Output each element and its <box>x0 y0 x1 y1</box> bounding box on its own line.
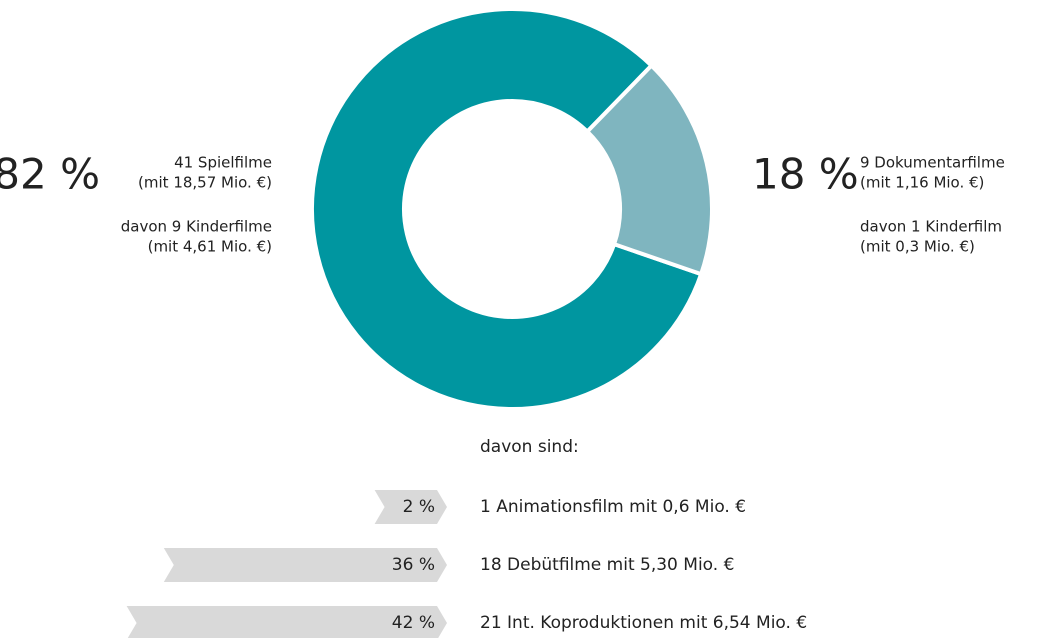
bar-chevron <box>126 606 447 638</box>
slice-sublabel: (mit 0,3 Mio. €) <box>860 238 975 256</box>
bar-value-label: 2 % <box>403 497 435 517</box>
bar-chevron <box>374 490 447 524</box>
percent-label: 18 % <box>752 150 859 199</box>
bar-chevron <box>163 548 448 582</box>
donut-slice <box>310 7 704 411</box>
slice-sublabel: (mit 4,61 Mio. €) <box>148 238 272 256</box>
slice-label: 41 Spielfilme <box>174 154 272 172</box>
slice-label: (mit 1,16 Mio. €) <box>860 174 984 192</box>
bar-category: 21 Int. Koproduktionen mit 6,54 Mio. € <box>480 613 807 633</box>
bar-value-label: 36 % <box>392 555 435 575</box>
section-title: davon sind: <box>480 437 579 457</box>
slice-sublabel: davon 9 Kinderfilme <box>121 218 272 236</box>
bar-value-label: 42 % <box>392 613 435 633</box>
slice-label: (mit 18,57 Mio. €) <box>138 174 272 192</box>
bar-category: 1 Animationsfilm mit 0,6 Mio. € <box>480 497 746 517</box>
bar-category: 18 Debütfilme mit 5,30 Mio. € <box>480 555 734 575</box>
slice-label: 9 Dokumentarfilme <box>860 154 1005 172</box>
donut-slice <box>584 62 714 277</box>
percent-label: 82 % <box>0 150 100 199</box>
slice-sublabel: davon 1 Kinderfilm <box>860 218 1002 236</box>
